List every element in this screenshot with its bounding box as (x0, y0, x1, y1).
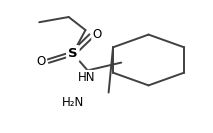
Text: HN: HN (78, 71, 95, 84)
Text: O: O (92, 28, 102, 41)
Text: S: S (68, 47, 78, 60)
Text: H₂N: H₂N (62, 96, 84, 109)
Text: O: O (37, 55, 46, 68)
